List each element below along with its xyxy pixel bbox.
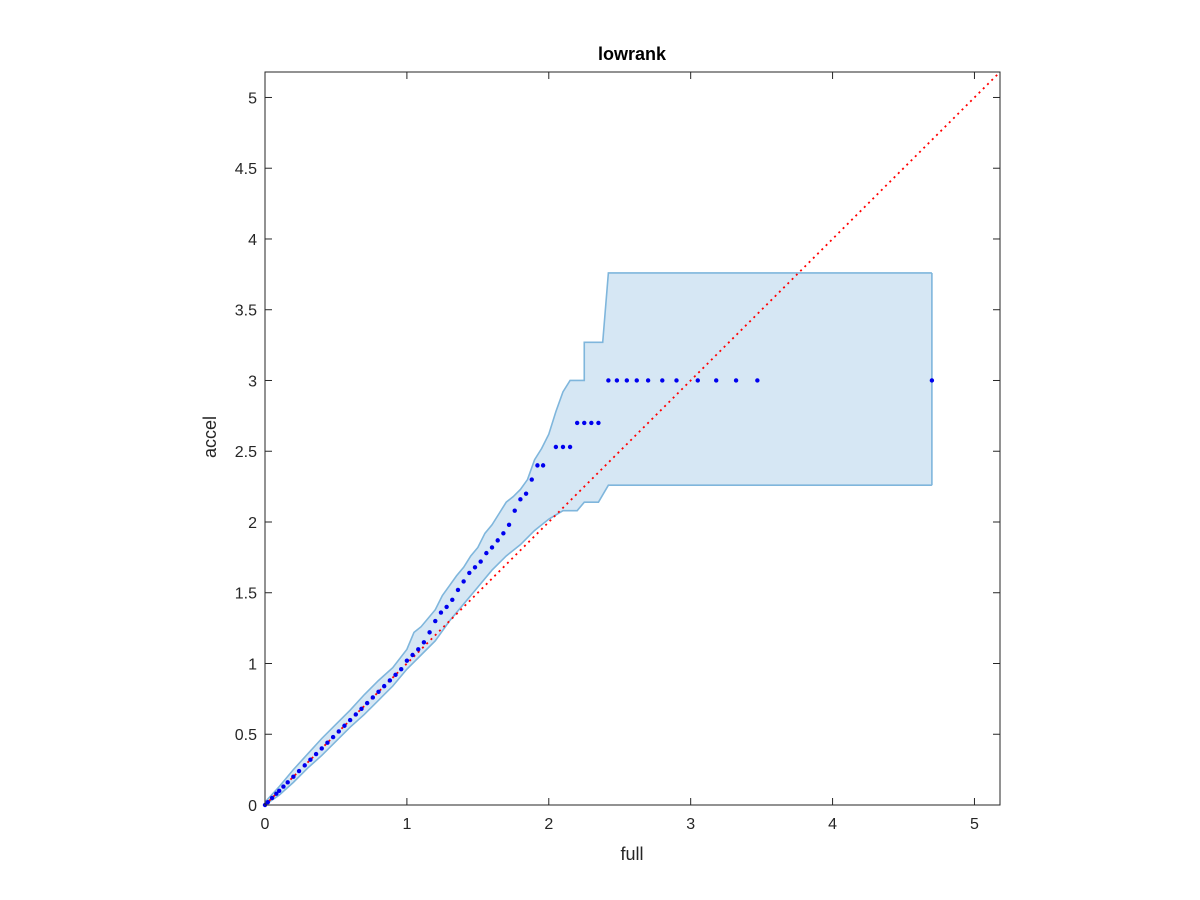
y-tick-label: 0 [248, 798, 257, 815]
data-point [359, 706, 364, 711]
data-point [553, 444, 559, 450]
y-tick-label: 5 [248, 90, 257, 107]
chart-title: lowrank [598, 44, 667, 64]
data-point [433, 618, 438, 624]
x-tick-label: 5 [970, 816, 979, 833]
x-tick-label: 0 [261, 816, 270, 833]
data-point [393, 672, 398, 678]
confidence-band-fill [265, 272, 932, 805]
data-point [589, 420, 594, 426]
data-point [674, 378, 679, 383]
data-point [560, 444, 566, 450]
data-point [535, 463, 540, 468]
x-tick-label: 4 [828, 816, 837, 833]
data-point [512, 508, 517, 513]
data-point [296, 768, 302, 774]
data-point [285, 780, 290, 785]
data-point [495, 538, 500, 543]
y-tick-label: 0.5 [235, 727, 257, 744]
data-point [645, 378, 651, 383]
reference-line [264, 71, 1001, 806]
data-point [523, 491, 529, 496]
data-point [714, 378, 719, 383]
data-point [755, 378, 760, 383]
data-point [308, 757, 313, 762]
data-point [518, 497, 523, 502]
data-point [416, 647, 421, 652]
data-point [274, 791, 279, 796]
y-tick-label: 2.5 [235, 444, 257, 461]
data-point [614, 378, 620, 383]
data-point [634, 378, 639, 383]
band-lower-edge [264, 484, 932, 806]
data-point [381, 683, 387, 689]
data-point [410, 652, 415, 658]
data-point [276, 788, 282, 794]
data-point [265, 799, 271, 805]
data-point [529, 477, 534, 482]
data-point [376, 689, 381, 694]
axes-box [264, 71, 1001, 806]
data-point [342, 723, 347, 728]
data-point [387, 678, 393, 683]
data-point [319, 746, 324, 751]
y-tick-label: 4.5 [235, 161, 257, 178]
data-point [444, 604, 449, 610]
data-point [467, 570, 472, 576]
y-tick-label: 4 [248, 232, 257, 249]
data-point [624, 378, 630, 383]
data-point [281, 784, 286, 789]
data-point [330, 734, 336, 740]
data-point [364, 700, 370, 706]
data-point [606, 378, 611, 383]
y-axis-label: accel [200, 416, 220, 458]
data-point [399, 666, 404, 672]
data-point [484, 550, 489, 556]
data-point [489, 545, 495, 550]
data-point [567, 444, 573, 450]
y-tick-label: 1 [248, 656, 257, 673]
data-point [540, 463, 546, 468]
data-point [353, 712, 359, 717]
y-tick-label: 1.5 [235, 586, 257, 603]
data-point [404, 658, 410, 663]
data-point [325, 740, 330, 745]
plot-area: 0 1 2 3 4 5 0 0.5 1 1.5 2 2.5 3 3.5 4 4.5 5 [235, 71, 1001, 833]
data-point [582, 420, 587, 426]
data-point [313, 751, 319, 757]
data-point [347, 717, 353, 723]
data-point [596, 420, 601, 426]
y-tick-label: 3 [248, 373, 257, 390]
data-point [695, 378, 700, 383]
data-point [427, 630, 432, 635]
data-point [660, 378, 665, 383]
data-point [574, 420, 580, 426]
data-point [269, 795, 275, 801]
band-upper-edge [264, 272, 932, 803]
data-point [501, 531, 506, 536]
data-point [370, 695, 376, 700]
x-tick-label: 1 [402, 816, 411, 833]
y-tick-label: 2 [248, 515, 257, 532]
data-point [472, 565, 478, 570]
data-point [302, 763, 307, 768]
y-tick-label: 3.5 [235, 303, 257, 320]
data-point [291, 774, 296, 779]
x-tick-label: 3 [686, 816, 695, 833]
data-point [421, 640, 427, 645]
data-point [455, 587, 461, 593]
x-tick-label: 2 [544, 816, 553, 833]
data-point [438, 610, 444, 615]
data-point [506, 522, 512, 528]
data-point [336, 729, 341, 734]
data-point [478, 559, 483, 564]
data-point [450, 597, 455, 603]
data-point [733, 378, 739, 383]
data-point [461, 579, 466, 584]
data-point [929, 378, 935, 383]
x-axis-label: full [620, 844, 643, 864]
